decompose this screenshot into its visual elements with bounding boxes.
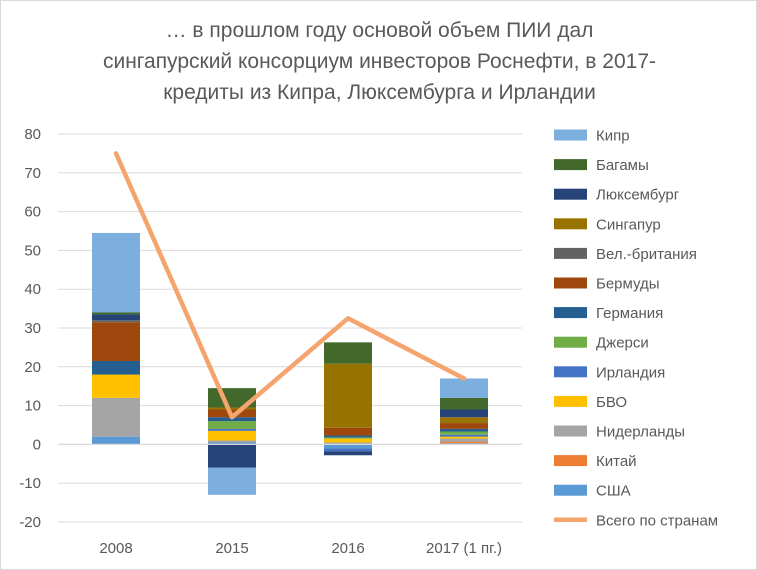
bar-segment — [92, 397, 140, 437]
x-tick-label: 2016 — [331, 540, 364, 557]
bar-segment — [208, 467, 256, 495]
bar-segment — [208, 444, 256, 468]
bar-segment — [208, 440, 256, 443]
legend-label: Вел.-британия — [596, 246, 697, 263]
legend-swatch — [554, 366, 587, 378]
y-tick-label: -20 — [19, 514, 41, 531]
bar-segment — [92, 312, 140, 315]
x-tick-label: 2015 — [215, 540, 248, 557]
y-tick-label: 80 — [24, 126, 41, 143]
y-tick-label: 50 — [24, 242, 41, 259]
legend-swatch — [554, 484, 587, 496]
y-tick-label: 10 — [24, 398, 41, 415]
y-tick-label: 20 — [24, 359, 41, 376]
legend-label: Нидерланды — [596, 424, 685, 441]
bar-segment — [208, 428, 256, 431]
bar-segment — [324, 448, 372, 452]
legend-swatch — [554, 395, 587, 407]
legend-swatch — [554, 129, 587, 141]
bar-segment — [324, 442, 372, 445]
legend-label: Всего по странам — [596, 512, 718, 529]
y-tick-label: 40 — [24, 281, 41, 298]
bar-segment — [440, 438, 488, 442]
legend-label: Бермуды — [596, 276, 660, 293]
y-tick-label: 30 — [24, 320, 41, 337]
bar-segment — [92, 314, 140, 321]
legend-label: Китай — [596, 453, 637, 470]
bar-segment — [440, 378, 488, 398]
bar-segment — [440, 434, 488, 437]
bar-segment — [324, 437, 372, 439]
bar-segment — [324, 435, 372, 438]
bar-segment — [440, 423, 488, 429]
bar-segment — [92, 232, 140, 313]
bar-segment — [440, 431, 488, 435]
chart-title-line-3: кредиты из Кипра, Люксембурга и Ирландии — [163, 81, 596, 104]
x-tick-label: 2008 — [99, 540, 132, 557]
total-line — [113, 151, 467, 420]
bar-segment — [440, 428, 488, 432]
bar-segment — [440, 417, 488, 424]
legend-label: БВО — [596, 394, 627, 411]
y-tick-label: 60 — [24, 204, 41, 221]
legend-swatch — [554, 455, 587, 467]
bar-segment — [440, 441, 488, 444]
bar-segment — [440, 436, 488, 439]
legend-swatch — [554, 277, 587, 289]
bar-segment — [92, 436, 140, 445]
y-tick-label: -10 — [19, 475, 41, 492]
bar-segment — [92, 320, 140, 323]
bar-segment — [324, 363, 372, 428]
legend-swatch — [554, 247, 587, 259]
bar-segment — [208, 421, 256, 429]
chart-title-line-1: … в прошлом году основой объем ПИИ дал — [165, 19, 594, 42]
legend-label: Ирландия — [596, 364, 665, 381]
x-tick-label: 2017 (1 пг.) — [426, 540, 502, 557]
bar-segment — [440, 409, 488, 418]
bar-segment — [440, 397, 488, 410]
legend-swatch — [554, 188, 587, 200]
legend-swatch — [554, 336, 587, 348]
bar-segment — [92, 360, 140, 375]
chart-title-line-2: сингапурский консорциум инвесторов Росне… — [102, 50, 656, 73]
legend-label: Джерси — [596, 335, 649, 352]
legend-swatch — [554, 425, 587, 437]
bar-segment — [324, 342, 372, 364]
legend-label: Люксембург — [596, 187, 680, 204]
bar-segment — [92, 374, 140, 398]
y-tick-label: 70 — [24, 165, 41, 182]
bar-segment — [208, 407, 256, 410]
bar-segment — [324, 451, 372, 456]
legend-label: США — [596, 483, 631, 500]
legend-swatch — [554, 307, 587, 319]
bar-segment — [324, 444, 372, 449]
legend-label: Сингапур — [596, 216, 661, 233]
bar-segment — [208, 430, 256, 441]
bar-segment — [92, 322, 140, 361]
legend-label: Германия — [596, 305, 663, 322]
legend-swatch — [554, 218, 587, 230]
bar-segment — [324, 427, 372, 436]
chart-title: … в прошлом году основой объем ПИИ дал с… — [41, 15, 718, 108]
bar-segment — [324, 438, 372, 443]
y-tick-label: 0 — [33, 436, 41, 453]
bar-segment — [208, 442, 256, 445]
legend-label: Кипр — [596, 128, 630, 145]
legend-label: Багамы — [596, 157, 649, 174]
legend-swatch — [554, 159, 587, 171]
